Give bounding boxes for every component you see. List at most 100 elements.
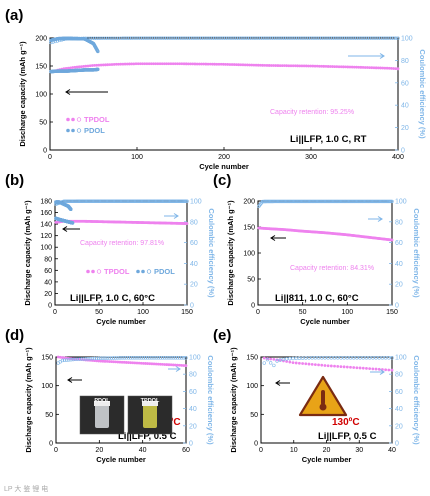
capacity-point: [149, 62, 153, 66]
efficiency-point: [164, 36, 169, 40]
efficiency-point: [171, 356, 175, 360]
efficiency-point: [329, 356, 334, 360]
capacity-point: [372, 66, 376, 70]
efficiency-point: [383, 356, 388, 360]
capacity-point: [90, 64, 94, 67]
capacity-point: [349, 365, 352, 369]
capacity-point: [95, 63, 99, 67]
x-tick-label: 0: [259, 447, 263, 454]
y-tick-label: 50: [250, 412, 258, 419]
y-axis-label: Discharge capacity (mAh g⁻¹): [226, 200, 235, 306]
efficiency-point: [167, 36, 171, 40]
capacity-point: [333, 364, 336, 368]
efficiency-point: [313, 356, 318, 360]
efficiency-point: [82, 357, 86, 361]
efficiency-point: [145, 356, 150, 360]
efficiency-point: [337, 36, 341, 40]
efficiency-point: [112, 36, 116, 40]
vial: [95, 404, 109, 428]
efficiency-point: [330, 36, 335, 40]
efficiency-point: [294, 356, 298, 361]
efficiency-point: [132, 36, 136, 40]
capacity-point: [342, 365, 346, 369]
capacity-point: [339, 65, 343, 69]
y2-axis-label: Coulombic efficiency (%): [207, 208, 216, 298]
pdol-point: [70, 221, 75, 225]
capacity-point: [200, 62, 203, 66]
panel-label: (b): [5, 172, 24, 189]
test-condition: Li||811, 1.0 C, 60°C: [275, 293, 359, 304]
capacity-point: [361, 65, 365, 69]
efficiency-point: [357, 36, 361, 40]
efficiency-point: [156, 356, 161, 360]
efficiency-point: [162, 356, 167, 360]
efficiency-point: [342, 356, 346, 360]
capacity-point: [169, 62, 173, 66]
efficiency-point: [184, 36, 188, 40]
capacity-point: [193, 62, 197, 66]
legend-label: PDOL: [84, 126, 105, 135]
capacity-point: [145, 62, 149, 66]
legend-marker: [66, 117, 70, 122]
capacity-point: [71, 66, 75, 69]
efficiency-point: [324, 36, 328, 40]
efficiency-point: [73, 357, 77, 362]
capacity-point: [129, 361, 133, 365]
panel-c: (c)0 50 100 150050100150200020406080100Cycl…: [213, 172, 421, 326]
plot-frame: [54, 200, 188, 306]
capacity-point: [187, 62, 190, 66]
capacity-point: [135, 361, 139, 365]
capacity-point: [122, 360, 126, 364]
panel-label: (e): [213, 327, 231, 344]
efficiency-point: [97, 36, 101, 41]
efficiency-point: [180, 356, 184, 360]
capacity-point: [368, 367, 372, 371]
capacity-point: [176, 62, 179, 66]
efficiency-point: [95, 36, 99, 41]
y2-tick-label: 80: [189, 372, 197, 379]
efficiency-point: [92, 36, 97, 41]
efficiency-point: [148, 356, 152, 360]
efficiency-point: [390, 199, 394, 204]
capacity-point: [294, 361, 298, 365]
capacity-point: [226, 63, 230, 66]
efficiency-point: [268, 361, 273, 365]
efficiency-point: [274, 36, 278, 40]
capacity-point: [358, 366, 362, 370]
efficiency-point: [158, 36, 162, 40]
capacity-point: [178, 363, 182, 367]
efficiency-point: [154, 356, 158, 360]
capacity-point: [365, 366, 368, 370]
capacity-point: [180, 363, 184, 367]
capacity-point: [128, 62, 131, 66]
capacity-point: [117, 62, 120, 66]
capacity-point: [352, 65, 356, 69]
efficiency-point: [134, 36, 138, 40]
test-condition: Li||LFP, 0.5 C: [318, 431, 377, 442]
efficiency-point: [282, 36, 287, 40]
capacity-point: [141, 62, 144, 66]
capacity-point: [298, 64, 302, 68]
y-tick-label: 180: [40, 199, 52, 206]
efficiency-point: [396, 36, 400, 40]
capacity-point: [383, 66, 387, 70]
capacity-point: [302, 64, 306, 68]
capacity-point: [104, 63, 107, 67]
efficiency-point: [374, 356, 378, 360]
x-tick-label: 20: [323, 447, 331, 454]
capacity-point: [101, 359, 105, 363]
efficiency-point: [90, 356, 94, 361]
efficiency-point: [291, 356, 295, 361]
efficiency-point: [92, 356, 97, 361]
capacity-point: [361, 366, 365, 370]
x-axis-label: Cycle number: [300, 317, 350, 326]
efficiency-point: [306, 36, 311, 40]
efficiency-point: [219, 36, 223, 40]
capacity-point: [245, 63, 249, 67]
efficiency-point: [103, 356, 107, 360]
efficiency-point: [124, 356, 129, 360]
y2-axis-label: Coulombic efficiency (%): [412, 355, 421, 445]
efficiency-point: [147, 36, 151, 40]
arrow-head: [62, 226, 68, 232]
efficiency-point: [217, 36, 221, 40]
